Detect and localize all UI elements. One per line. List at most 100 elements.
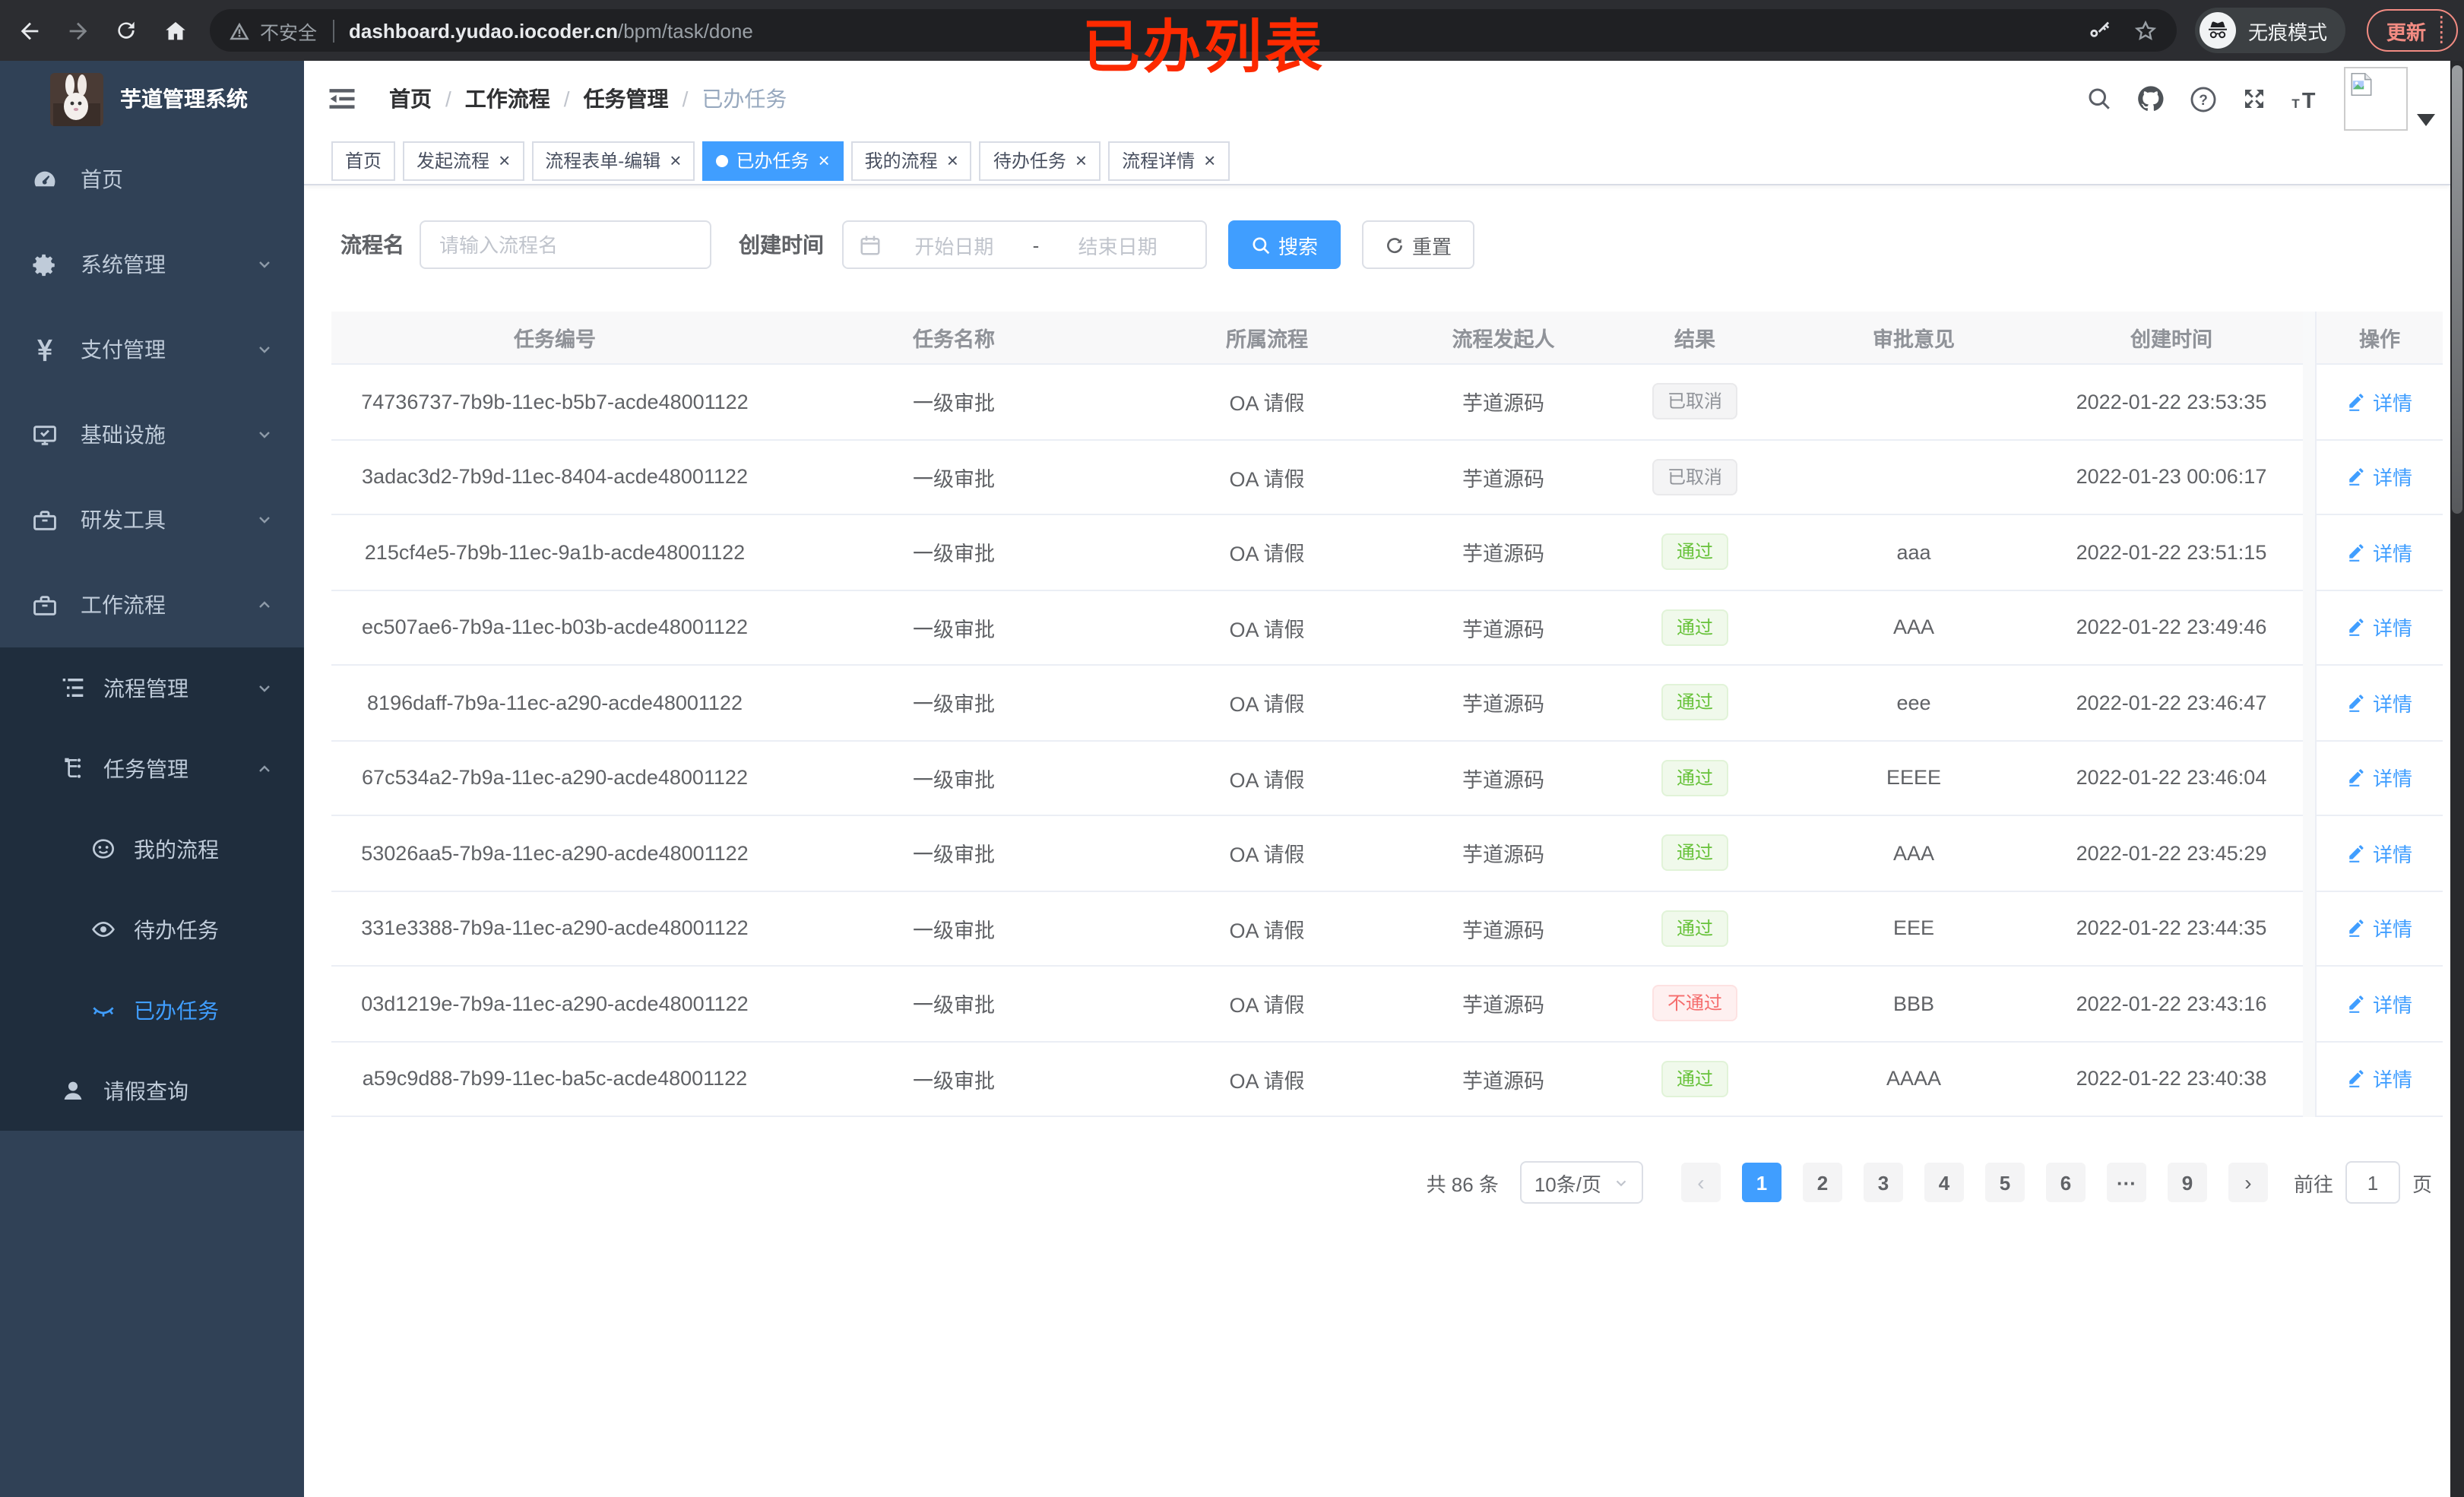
tab-close-icon[interactable]: ×	[1204, 149, 1216, 172]
cell-process: OA 请假	[1229, 618, 1305, 641]
tab-close-icon[interactable]: ×	[1075, 149, 1088, 172]
back-button[interactable]	[9, 11, 49, 50]
not-secure-icon	[230, 21, 249, 40]
detail-link[interactable]: 详情	[2347, 688, 2412, 717]
page-button-3[interactable]: 3	[1863, 1163, 1903, 1202]
table-row: 215cf4e5-7b9b-11ec-9a1b-acde48001122 一级审批…	[331, 515, 2443, 590]
tab-my-process[interactable]: 我的流程 ×	[850, 141, 972, 180]
page-button-9[interactable]: 9	[2167, 1163, 2207, 1202]
tab-process-detail[interactable]: 流程详情 ×	[1108, 141, 1230, 180]
cell-id: 8196daff-7b9a-11ec-a290-acde48001122	[367, 691, 743, 714]
pagination-ellipsis[interactable]: ···	[2106, 1163, 2146, 1202]
sidebar-item-payment[interactable]: 支付管理	[0, 307, 304, 392]
scrollbar-thumb[interactable]	[2452, 65, 2462, 514]
next-page-button[interactable]: ›	[2228, 1163, 2268, 1202]
detail-link[interactable]: 详情	[2347, 764, 2412, 793]
tab-start-process[interactable]: 发起流程 ×	[403, 141, 524, 180]
password-key-button[interactable]	[2086, 17, 2111, 43]
sidebar-item-done-tasks[interactable]: 已办任务	[0, 970, 304, 1050]
workflow-submenu: 流程管理 任务管理 我的流程 待办任务 已办任务 请假查询	[0, 647, 304, 1131]
page-size-select[interactable]: 10条/页	[1519, 1161, 1643, 1204]
cell-action: 详情	[2315, 515, 2443, 589]
chevron-down-icon	[255, 426, 274, 444]
detail-link[interactable]: 详情	[2347, 914, 2412, 943]
cell-comment: eee	[1896, 691, 1931, 714]
page-button-2[interactable]: 2	[1802, 1163, 1842, 1202]
tab-close-icon[interactable]: ×	[946, 149, 958, 172]
tab-close-icon[interactable]: ×	[818, 149, 830, 172]
breadcrumb-home[interactable]: 首页	[389, 87, 432, 111]
sidebar-item-process-mgmt[interactable]: 流程管理	[0, 647, 304, 728]
tab-home[interactable]: 首页	[331, 141, 396, 180]
page-scrollbar[interactable]	[2450, 61, 2464, 1497]
page-button-1[interactable]: 1	[1741, 1163, 1781, 1202]
browser-menu-icon[interactable]: ⁝ ⁝	[2438, 11, 2445, 49]
url-separator	[332, 19, 334, 42]
cell-process: OA 请假	[1229, 467, 1305, 491]
cell-comment: AAAA	[1886, 1067, 1942, 1090]
sidebar-item-home[interactable]: 首页	[0, 137, 304, 222]
refresh-icon	[1387, 237, 1402, 253]
prev-page-button[interactable]: ‹	[1680, 1163, 1721, 1202]
process-name-input[interactable]	[420, 220, 711, 269]
reset-button[interactable]: 重置	[1362, 220, 1475, 269]
home-button[interactable]	[155, 11, 195, 50]
pencil-icon	[2347, 618, 2373, 638]
result-badge: 已取消	[1652, 458, 1737, 495]
page-button-4[interactable]: 4	[1924, 1163, 1964, 1202]
detail-link[interactable]: 详情	[2347, 463, 2412, 492]
detail-link[interactable]: 详情	[2347, 839, 2412, 868]
detail-link[interactable]: 详情	[2347, 388, 2412, 416]
github-link[interactable]	[2125, 61, 2177, 137]
sidebar-item-todo-tasks[interactable]: 待办任务	[0, 889, 304, 970]
search-button[interactable]: 搜索	[1228, 220, 1341, 269]
cell-comment: EEE	[1892, 916, 1934, 940]
date-range-picker[interactable]: 开始日期 - 结束日期	[842, 220, 1207, 269]
breadcrumb-task-mgmt[interactable]: 任务管理	[583, 87, 669, 111]
browser-update-button[interactable]: 更新 ⁝ ⁝	[2367, 9, 2459, 52]
home-icon	[165, 21, 185, 40]
sidebar-item-system[interactable]: 系统管理	[0, 222, 304, 307]
sidebar-item-task-mgmt[interactable]: 任务管理	[0, 728, 304, 809]
sidebar-collapse-button[interactable]	[325, 82, 359, 116]
detail-link[interactable]: 详情	[2347, 613, 2412, 642]
fullscreen-button[interactable]	[2228, 61, 2280, 137]
cell-starter: 芋道源码	[1462, 1069, 1544, 1093]
tab-close-icon[interactable]: ×	[670, 149, 682, 172]
detail-link[interactable]: 详情	[2347, 989, 2412, 1018]
url-bar[interactable]: 不安全 dashboard.yudao.iocoder.cn /bpm/task…	[210, 9, 2177, 52]
cell-result: 通过	[1602, 741, 1788, 815]
page-button-6[interactable]: 6	[2045, 1163, 2086, 1202]
forward-button[interactable]	[58, 11, 97, 50]
detail-link[interactable]: 详情	[2347, 1065, 2412, 1093]
cell-result: 通过	[1602, 1042, 1788, 1116]
sidebar-item-my-process[interactable]: 我的流程	[0, 809, 304, 889]
reload-button[interactable]	[106, 11, 146, 50]
tab-form-edit[interactable]: 流程表单-编辑 ×	[531, 141, 695, 180]
search-icon	[2089, 88, 2110, 109]
table-row: a59c9d88-7b99-11ec-ba5c-acde48001122 一级审批…	[331, 1042, 2443, 1117]
help-button[interactable]: ?	[2177, 61, 2228, 137]
goto-page-input[interactable]	[2345, 1161, 2400, 1204]
user-menu-caret[interactable]	[2417, 106, 2435, 134]
sidebar-item-infra[interactable]: 基础设施	[0, 392, 304, 477]
tab-label: 首页	[345, 150, 382, 172]
cell-created: 2022-01-22 23:43:16	[2076, 992, 2267, 1015]
detail-link[interactable]: 详情	[2347, 538, 2412, 567]
tab-label: 发起流程	[416, 150, 490, 172]
bookmark-button[interactable]	[2133, 17, 2158, 43]
breadcrumb-workflow[interactable]: 工作流程	[464, 87, 550, 111]
detail-link-label: 详情	[2372, 767, 2412, 791]
tab-done-tasks[interactable]: 已办任务 ×	[702, 141, 844, 180]
page-button-5[interactable]: 5	[1984, 1163, 2025, 1202]
sidebar-item-label: 首页	[81, 167, 123, 191]
tab-todo-tasks[interactable]: 待办任务 ×	[979, 141, 1101, 180]
sidebar-item-devtools[interactable]: 研发工具	[0, 477, 304, 562]
sidebar-item-leave-query[interactable]: 请假查询	[0, 1050, 304, 1131]
user-avatar[interactable]	[2344, 67, 2408, 131]
header-search-button[interactable]	[2073, 61, 2125, 137]
tab-close-icon[interactable]: ×	[499, 149, 511, 172]
app-logo-row[interactable]: 芋道管理系统	[0, 61, 304, 137]
sidebar-item-workflow[interactable]: 工作流程	[0, 562, 304, 647]
